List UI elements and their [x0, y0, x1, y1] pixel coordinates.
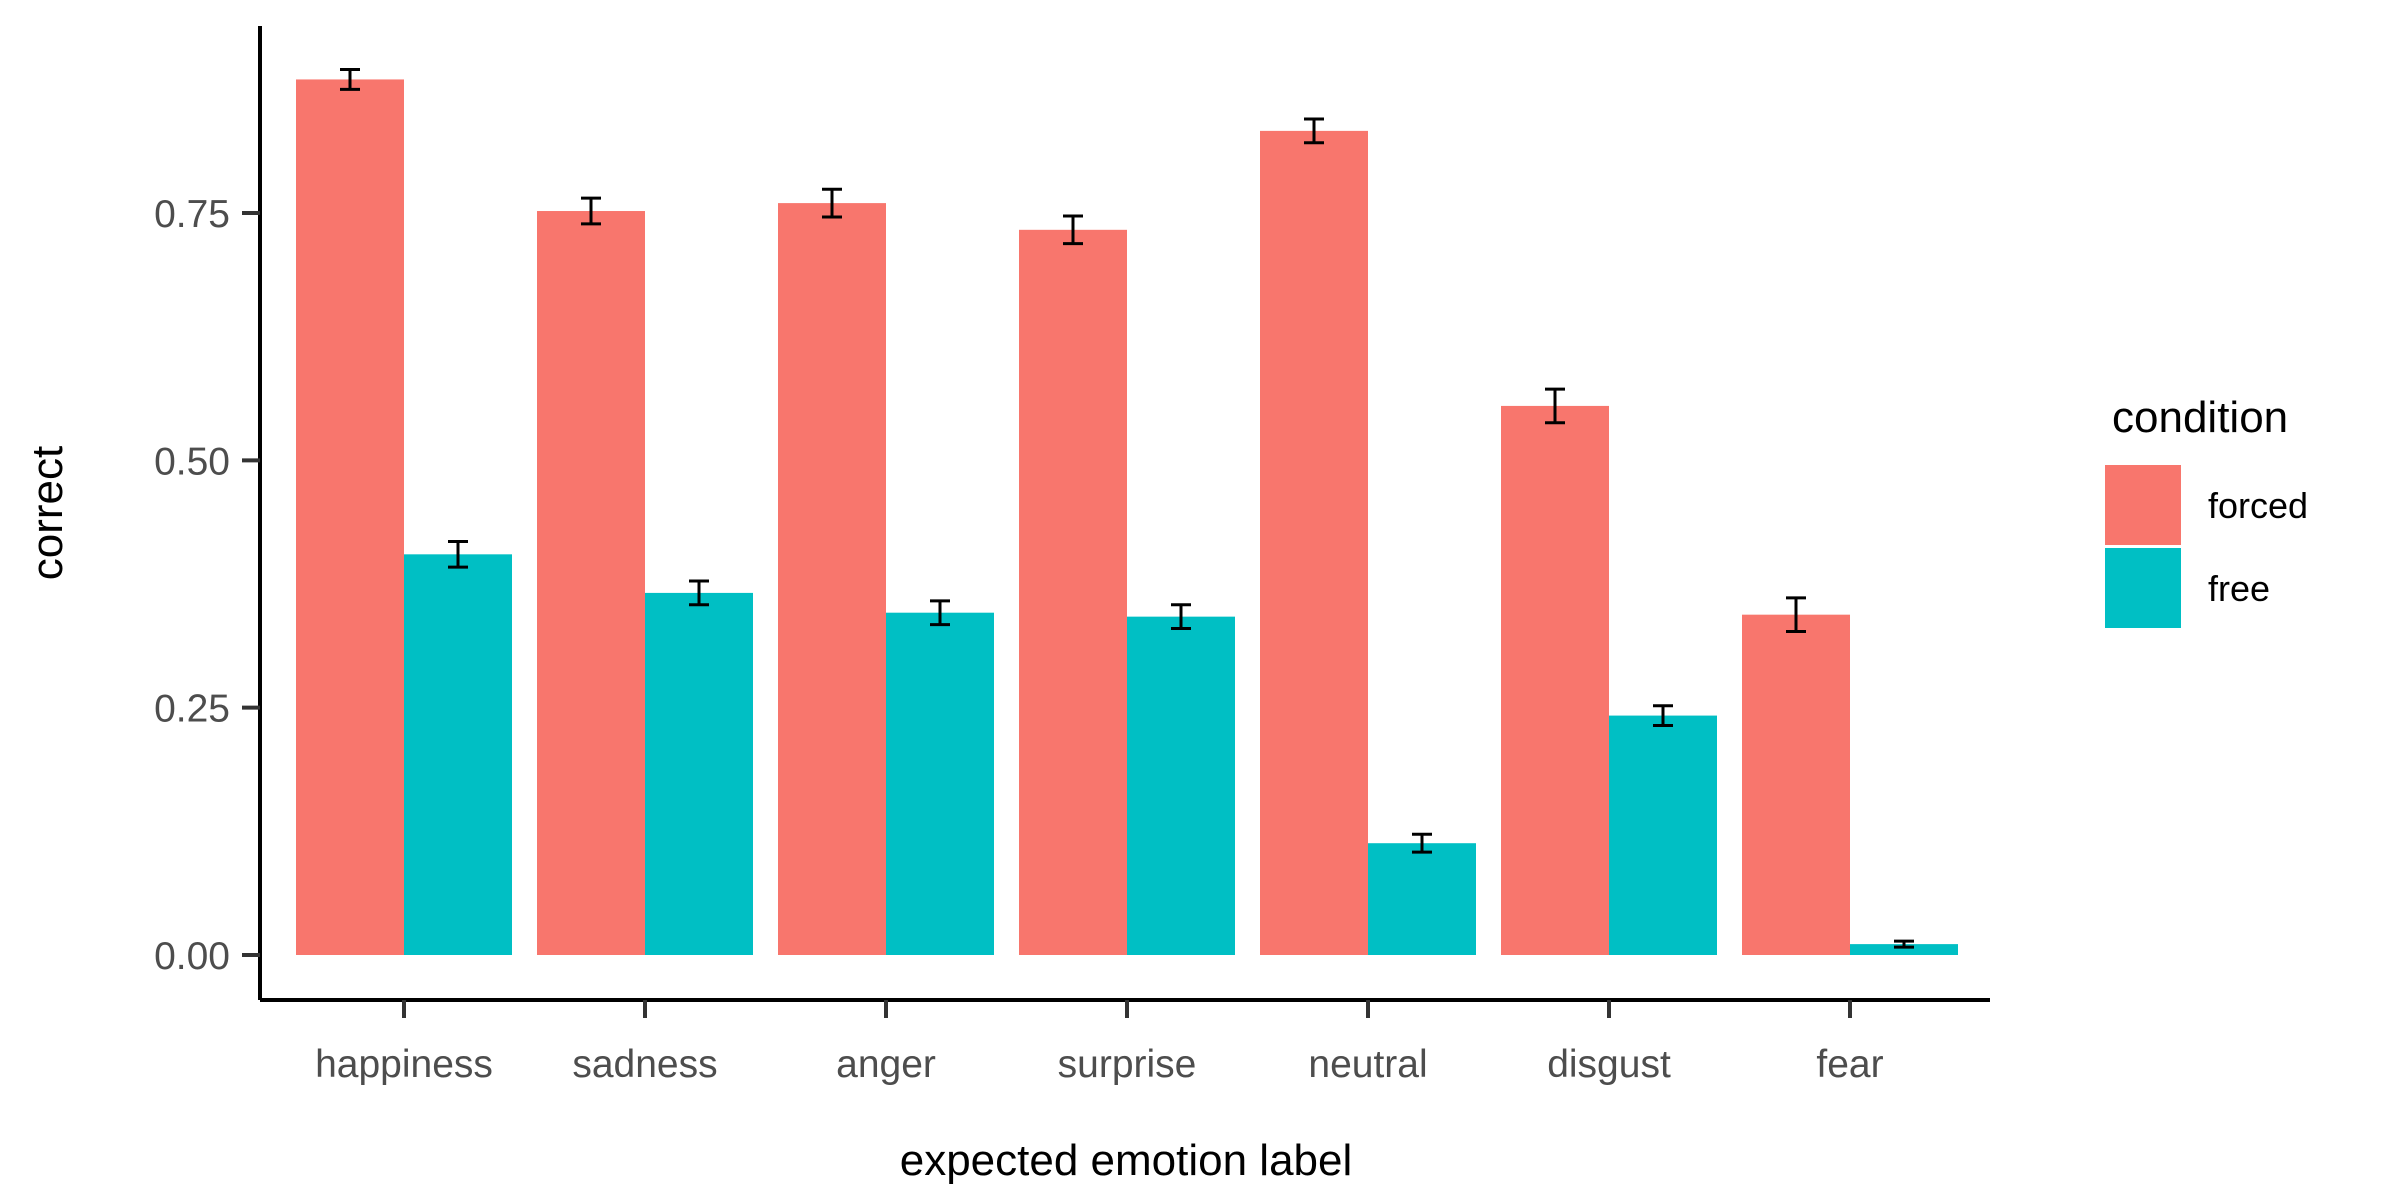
bar-free-surprise [1127, 616, 1235, 955]
error-bar-forced-disgust [1545, 387, 1565, 425]
error-bars-layer [340, 68, 1914, 949]
x-tick-label-neutral: neutral [1308, 1043, 1427, 1086]
x-tick-label-fear: fear [1816, 1043, 1883, 1086]
y-axis-title: correct [23, 446, 72, 580]
bar-forced-neutral [1260, 130, 1368, 956]
legend: condition forced free [2105, 393, 2308, 628]
error-bar-free-neutral [1412, 832, 1432, 854]
y-ticks-layer: 0.00 0.25 0.50 0.75 [154, 193, 260, 978]
x-tick-label-disgust: disgust [1547, 1043, 1671, 1086]
x-axis-title: expected emotion label [900, 1136, 1353, 1185]
y-tick-label-0-50: 0.50 [154, 440, 230, 483]
bar-forced-fear [1742, 614, 1850, 955]
error-bar-free-fear [1894, 939, 1914, 949]
error-bar-forced-neutral [1304, 117, 1324, 145]
legend-key-free [2105, 548, 2181, 628]
error-bar-forced-surprise [1063, 214, 1083, 246]
bars-layer [296, 79, 1958, 956]
bar-forced-anger [778, 203, 886, 955]
bar-forced-disgust [1501, 405, 1609, 955]
error-bar-free-happiness [448, 539, 468, 569]
error-bar-free-anger [930, 599, 950, 627]
x-tick-label-anger: anger [836, 1043, 936, 1086]
error-bar-forced-anger [822, 187, 842, 219]
error-bar-forced-happiness [340, 68, 360, 91]
error-bar-forced-sadness [581, 196, 601, 226]
error-bar-free-surprise [1171, 603, 1191, 631]
bar-free-anger [886, 612, 994, 955]
x-tick-label-surprise: surprise [1058, 1043, 1197, 1086]
bar-free-disgust [1609, 715, 1717, 955]
legend-title: condition [2112, 393, 2288, 442]
error-bar-free-disgust [1653, 704, 1673, 727]
bar-free-happiness [404, 554, 512, 955]
error-bar-forced-fear [1786, 596, 1806, 633]
bar-forced-sadness [537, 211, 645, 955]
legend-label-forced: forced [2208, 485, 2308, 526]
bar-free-neutral [1368, 843, 1476, 955]
x-tick-label-sadness: sadness [572, 1043, 717, 1086]
y-tick-label-0-00: 0.00 [154, 935, 230, 978]
legend-label-free: free [2208, 568, 2270, 609]
bar-free-fear [1850, 944, 1958, 955]
y-tick-label-0-25: 0.25 [154, 688, 230, 731]
bar-forced-happiness [296, 79, 404, 955]
x-tick-label-happiness: happiness [315, 1043, 493, 1086]
legend-key-forced [2105, 465, 2181, 545]
error-bar-free-sadness [689, 579, 709, 607]
x-ticks-layer: happiness sadness anger surprise neutral disg… [315, 1000, 1884, 1086]
y-tick-label-0-75: 0.75 [154, 193, 230, 236]
bar-free-sadness [645, 592, 753, 955]
bar-forced-surprise [1019, 229, 1127, 955]
